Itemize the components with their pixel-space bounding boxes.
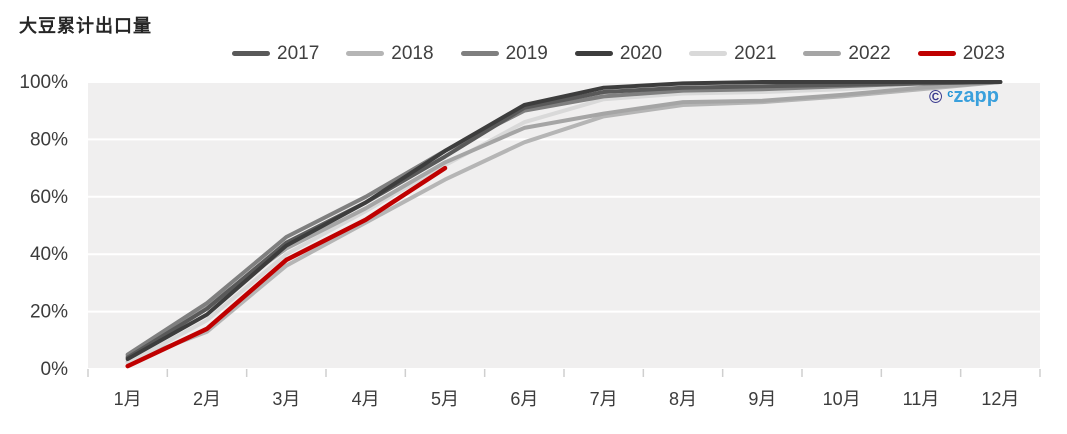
series-line-2020 xyxy=(125,80,1003,361)
x-axis-label: 11月 xyxy=(903,389,940,409)
x-axis-label: 10月 xyxy=(823,389,861,409)
watermark-brand: zapp xyxy=(953,85,999,107)
chart-legend: 2017 2018 2019 2020 2021 2022 2023 xyxy=(232,44,1005,63)
x-axis-label: 6月 xyxy=(510,389,538,409)
chart-title: 大豆累计出口量 xyxy=(19,16,152,37)
x-axis-label: 5月 xyxy=(431,389,459,409)
legend-line-swatch-icon xyxy=(232,51,270,56)
x-axis-label: 1月 xyxy=(114,389,142,409)
legend-label: 2022 xyxy=(848,43,891,64)
x-axis-label: 12月 xyxy=(981,389,1019,409)
legend-label: 2019 xyxy=(505,43,548,64)
legend-item-2018: 2018 xyxy=(346,43,434,64)
x-axis-label: 8月 xyxy=(669,389,697,409)
legend-line-swatch-icon xyxy=(574,51,613,56)
legend-item-2022: 2022 xyxy=(803,43,891,64)
legend-line-swatch-icon xyxy=(460,51,499,56)
series-line-2023 xyxy=(125,165,448,369)
x-axis-label: 4月 xyxy=(352,389,380,409)
legend-item-2023: 2023 xyxy=(917,43,1005,64)
legend-label: 2018 xyxy=(391,43,434,64)
legend-label: 2020 xyxy=(619,43,663,64)
plot-panel xyxy=(88,82,1040,369)
legend-line-swatch-icon xyxy=(346,51,385,56)
watermark-prefix: c xyxy=(947,88,954,100)
legend-label: 2023 xyxy=(962,43,1005,64)
y-axis-label: 80% xyxy=(30,129,68,150)
legend-label: 2017 xyxy=(277,43,320,64)
y-axis-label: 40% xyxy=(30,244,68,265)
y-axis-label: 0% xyxy=(41,359,69,380)
series-line-2021 xyxy=(125,80,1003,366)
x-axis-label: 3月 xyxy=(272,389,300,409)
legend-label: 2021 xyxy=(734,43,777,64)
legend-line-swatch-icon xyxy=(803,51,842,56)
legend-item-2017: 2017 xyxy=(232,44,319,63)
legend-item-2021: 2021 xyxy=(689,44,776,63)
y-axis-label: 60% xyxy=(30,187,68,208)
watermark: © c zapp xyxy=(929,85,999,107)
x-axis-label: 7月 xyxy=(590,389,618,409)
series-line-2017 xyxy=(125,80,1003,360)
y-axis-label: 100% xyxy=(19,72,68,93)
legend-item-2020: 2020 xyxy=(574,43,663,64)
x-axis-label: 2月 xyxy=(193,389,221,409)
legend-line-swatch-icon xyxy=(689,51,728,56)
legend-item-2019: 2019 xyxy=(460,43,548,64)
x-axis-label: 9月 xyxy=(748,389,776,409)
y-axis-label: 20% xyxy=(30,302,68,323)
copyright-icon: © xyxy=(929,87,943,107)
legend-line-swatch-icon xyxy=(917,51,956,56)
